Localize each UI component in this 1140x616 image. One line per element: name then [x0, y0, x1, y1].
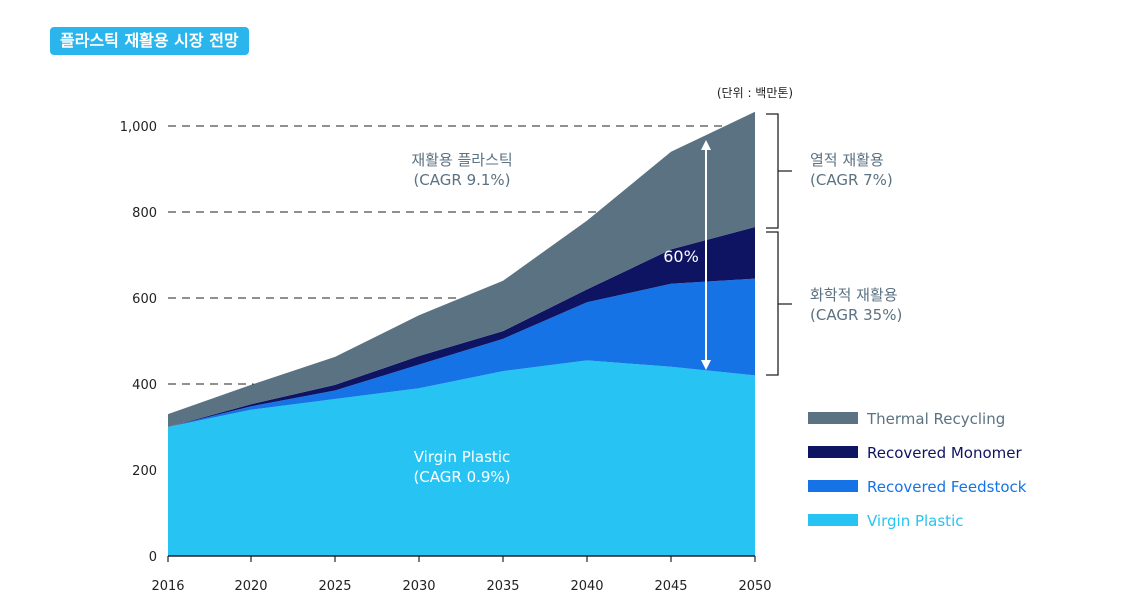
legend-swatch-virgin: [808, 514, 858, 526]
x-tick-label: 2040: [570, 579, 603, 594]
chemical-label: 화학적 재활용: [810, 286, 898, 304]
chart-title-badge: 플라스틱 재활용 시장 전망: [50, 27, 249, 55]
chemical-bracket: [766, 231, 792, 376]
legend-label-thermal: Thermal Recycling: [866, 410, 1005, 428]
y-tick-label: 800: [132, 206, 157, 221]
area-layers: [168, 111, 755, 556]
y-tick-label: 0: [149, 550, 157, 565]
area-recovered-monomer: [168, 227, 755, 427]
x-tick-label: 2045: [654, 579, 687, 594]
recycled-plastic-cagr: (CAGR 9.1%): [413, 171, 510, 189]
legend-swatch-thermal: [808, 412, 858, 424]
y-tick-label: 1,000: [120, 120, 157, 135]
legend-swatch-monomer: [808, 446, 858, 458]
legend-label-feedstock: Recovered Feedstock: [867, 478, 1027, 496]
area-virgin-plastic: [168, 360, 755, 556]
unit-note: (단위 : 백만톤): [717, 86, 793, 100]
x-tick-label: 2025: [318, 579, 351, 594]
x-tick-label: 2030: [402, 579, 435, 594]
virgin-plastic-label: Virgin Plastic: [414, 448, 510, 466]
reference-lines: [168, 125, 726, 385]
y-tick-label: 600: [132, 292, 157, 307]
x-tick-label: 2035: [486, 579, 519, 594]
x-tick-label: 2016: [151, 579, 184, 594]
axes: 2016 2020 2025 2030 2035 2040 2045 2050 0 200 400 6…: [120, 120, 772, 594]
legend-swatch-feedstock: [808, 480, 858, 492]
y-tick-label: 200: [132, 464, 157, 479]
thermal-cagr: (CAGR 7%): [810, 171, 893, 189]
x-tick-label: 2020: [234, 579, 267, 594]
area-thermal-recycling: [168, 111, 755, 427]
area-recovered-feedstock: [168, 278, 755, 427]
share-label: 60%: [663, 247, 699, 266]
legend-label-virgin: Virgin Plastic: [867, 512, 963, 530]
x-tick-label: 2050: [738, 579, 771, 594]
virgin-plastic-cagr: (CAGR 0.9%): [413, 468, 510, 486]
thermal-label: 열적 재활용: [810, 151, 884, 169]
chemical-cagr: (CAGR 35%): [810, 306, 902, 324]
legend: Thermal Recycling Recovered Monomer Reco…: [808, 410, 1027, 530]
thermal-bracket: [766, 113, 792, 229]
y-tick-label: 400: [132, 378, 157, 393]
recycled-plastic-label: 재활용 플라스틱: [411, 151, 512, 169]
legend-label-monomer: Recovered Monomer: [867, 444, 1023, 462]
